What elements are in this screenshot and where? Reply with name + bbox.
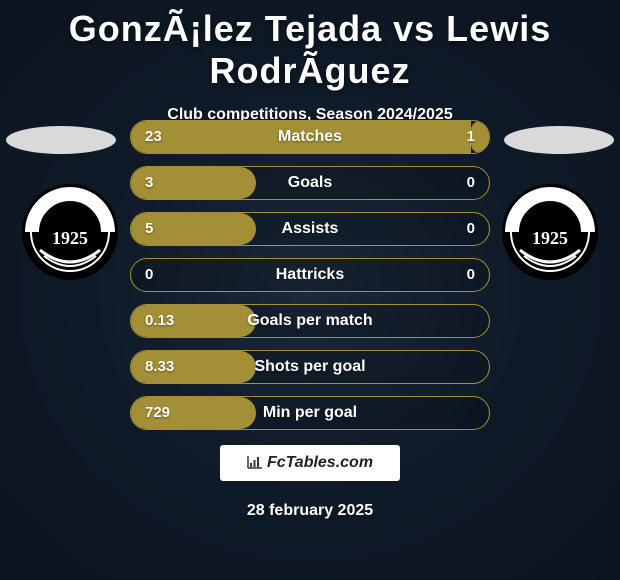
club-logo-left: O.Φ.H. 1925 (20, 182, 120, 282)
stat-label: Shots per goal (131, 351, 489, 383)
date-label: 28 february 2025 (0, 502, 620, 520)
svg-text:O.Φ.H.: O.Φ.H. (530, 206, 571, 221)
stat-value-right: 1 (467, 121, 475, 153)
stat-label: Assists (131, 213, 489, 245)
club-logo-right: O.Φ.H. 1925 (500, 182, 600, 282)
player-shadow-left (6, 126, 116, 154)
stat-row: 8.33Shots per goal (130, 350, 490, 384)
watermark-text: FcTables.com (267, 454, 373, 472)
stat-value-right: 0 (467, 259, 475, 291)
stat-label: Min per goal (131, 397, 489, 429)
club-badge-icon: O.Φ.H. 1925 (500, 182, 600, 282)
svg-text:1925: 1925 (532, 228, 568, 248)
player-shadow-right (504, 126, 614, 154)
stat-row: 3Goals0 (130, 166, 490, 200)
stats-list: 23Matches13Goals05Assists00Hattricks00.1… (130, 120, 490, 442)
stat-row: 0Hattricks0 (130, 258, 490, 292)
stat-row: 729Min per goal (130, 396, 490, 430)
page-title: GonzÃ¡lez Tejada vs Lewis RodrÃ­guez (0, 0, 620, 92)
stat-row: 23Matches1 (130, 120, 490, 154)
stat-label: Goals (131, 167, 489, 199)
svg-text:O.Φ.H.: O.Φ.H. (50, 206, 91, 221)
chart-icon (247, 455, 263, 472)
stat-row: 0.13Goals per match (130, 304, 490, 338)
stat-label: Goals per match (131, 305, 489, 337)
stat-value-right: 0 (467, 167, 475, 199)
club-badge-icon: O.Φ.H. 1925 (20, 182, 120, 282)
svg-text:1925: 1925 (52, 228, 88, 248)
stat-row: 5Assists0 (130, 212, 490, 246)
stat-label: Hattricks (131, 259, 489, 291)
watermark[interactable]: FcTables.com (220, 445, 400, 481)
stat-label: Matches (131, 121, 489, 153)
stat-value-right: 0 (467, 213, 475, 245)
